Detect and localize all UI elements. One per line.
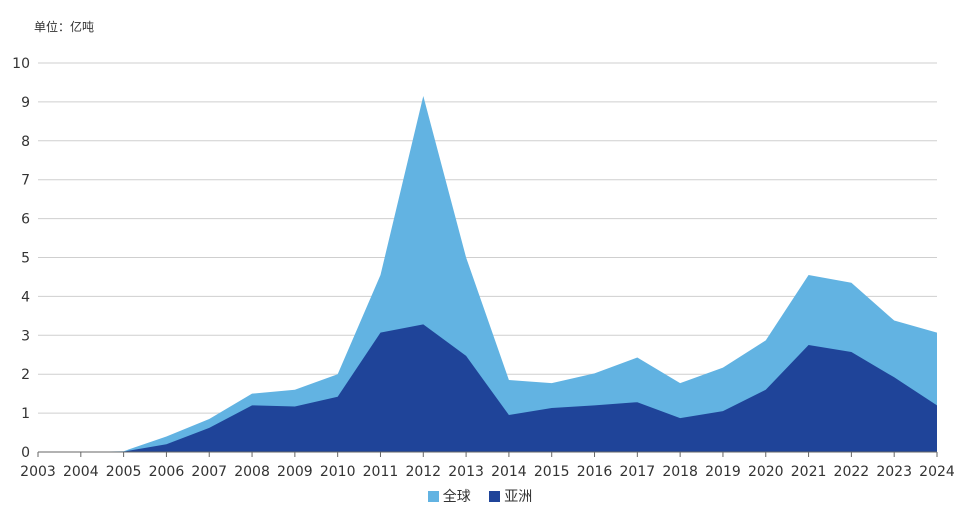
area-layer <box>38 96 937 452</box>
y-tick-label-7: 7 <box>21 173 30 189</box>
x-tick-label-2012: 2012 <box>405 464 441 480</box>
y-tick-label-5: 5 <box>21 251 30 267</box>
area-chart: 0 1 2 3 4 5 6 7 8 9 10 2003 2004 2005 2006 2007 2008 2009… <box>12 56 955 480</box>
x-tick-label-2005: 2005 <box>106 464 142 480</box>
y-tick-label-0: 0 <box>21 445 30 461</box>
legend-item-asia: 亚洲 <box>489 486 532 506</box>
x-tick-label-2015: 2015 <box>534 464 570 480</box>
legend-label-asia: 亚洲 <box>504 489 533 505</box>
x-tick-label-2011: 2011 <box>363 464 399 480</box>
x-tick-label-2017: 2017 <box>620 464 656 480</box>
x-tick-label-2022: 2022 <box>834 464 870 480</box>
x-tick-label-2024: 2024 <box>919 464 955 480</box>
x-tick-label-2006: 2006 <box>149 464 185 480</box>
y-tick-label-6: 6 <box>21 212 30 228</box>
legend-item-global: 全球 <box>427 486 471 506</box>
legend-swatch-asia <box>489 490 501 502</box>
x-tick-label-2004: 2004 <box>63 464 99 480</box>
x-tick-label-2008: 2008 <box>234 464 270 480</box>
x-tick-label-2009: 2009 <box>277 464 313 480</box>
x-tick-label-2019: 2019 <box>705 464 741 480</box>
x-tick-label-2018: 2018 <box>662 464 698 480</box>
y-tick-label-9: 9 <box>21 95 30 111</box>
x-tick-label-2003: 2003 <box>20 464 56 480</box>
y-tick-label-1: 1 <box>21 406 30 422</box>
y-tick-label-10: 10 <box>12 56 30 72</box>
y-tick-label-8: 8 <box>21 134 30 150</box>
area-series-asia <box>38 324 937 452</box>
x-tick-label-2010: 2010 <box>320 464 356 480</box>
x-tick-label-2013: 2013 <box>448 464 484 480</box>
x-tick-label-2016: 2016 <box>577 464 613 480</box>
y-tick-label-4: 4 <box>21 289 30 305</box>
legend: 全球 亚洲 <box>0 486 960 506</box>
x-tick-label-2020: 2020 <box>748 464 784 480</box>
x-tick-label-2023: 2023 <box>876 464 912 480</box>
unit-label: 单位：亿吨 <box>34 20 95 34</box>
x-tick-label-2021: 2021 <box>791 464 827 480</box>
legend-label-global: 全球 <box>442 489 471 505</box>
axes: 0 1 2 3 4 5 6 7 8 9 10 2003 2004 2005 2006 2007 2008 2009… <box>12 56 955 480</box>
legend-swatch-global <box>427 490 439 502</box>
x-tick-label-2014: 2014 <box>491 464 527 480</box>
y-tick-label-3: 3 <box>21 328 30 344</box>
x-tick-label-2007: 2007 <box>191 464 227 480</box>
y-tick-label-2: 2 <box>21 367 30 383</box>
